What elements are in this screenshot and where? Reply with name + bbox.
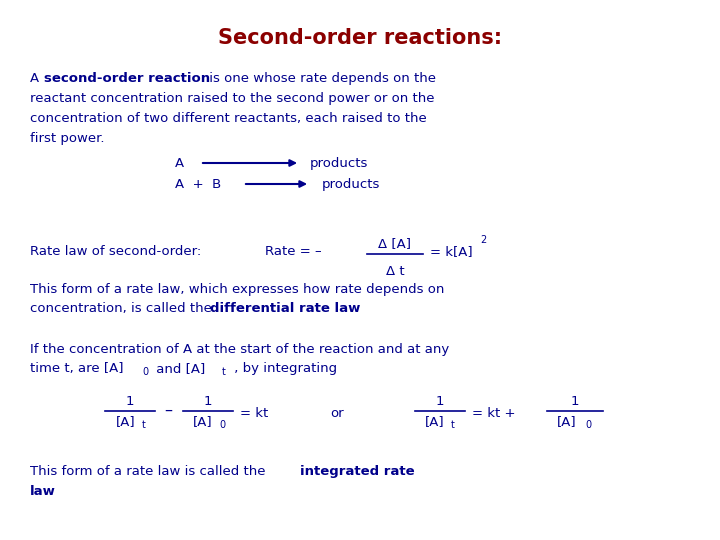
Text: Second-order reactions:: Second-order reactions: <box>218 28 502 48</box>
Text: second-order reaction: second-order reaction <box>44 72 210 85</box>
Text: products: products <box>322 178 380 191</box>
Text: = kt +: = kt + <box>472 407 516 420</box>
Text: t: t <box>451 420 455 430</box>
Text: 0: 0 <box>585 420 591 430</box>
Text: and [A]: and [A] <box>152 362 205 375</box>
Text: = k[A]: = k[A] <box>430 245 472 258</box>
Text: A  +  B: A + B <box>175 178 221 191</box>
Text: = kt: = kt <box>240 407 269 420</box>
Text: [A]: [A] <box>557 415 577 428</box>
Text: time t, are [A]: time t, are [A] <box>30 362 124 375</box>
Text: concentration, is called the: concentration, is called the <box>30 302 216 315</box>
Text: or: or <box>330 407 343 420</box>
Text: 1: 1 <box>126 395 134 408</box>
Text: products: products <box>310 157 369 170</box>
Text: This form of a rate law is called the: This form of a rate law is called the <box>30 465 270 478</box>
Text: 2: 2 <box>480 235 486 245</box>
Text: is one whose rate depends on the: is one whose rate depends on the <box>205 72 436 85</box>
Text: [A]: [A] <box>193 415 212 428</box>
Text: A: A <box>175 157 184 170</box>
Text: Δ [A]: Δ [A] <box>379 237 412 250</box>
Text: 1: 1 <box>204 395 212 408</box>
Text: integrated rate: integrated rate <box>300 465 415 478</box>
Text: Rate law of second-order:: Rate law of second-order: <box>30 245 202 258</box>
Text: Rate = –: Rate = – <box>265 245 322 258</box>
Text: , by integrating: , by integrating <box>230 362 337 375</box>
Text: t: t <box>142 420 146 430</box>
Text: 1: 1 <box>571 395 580 408</box>
Text: Δ t: Δ t <box>386 265 405 278</box>
Text: 1: 1 <box>436 395 444 408</box>
Text: t: t <box>222 367 226 377</box>
Text: 0: 0 <box>142 367 148 377</box>
Text: –: – <box>164 403 172 418</box>
Text: 0: 0 <box>219 420 225 430</box>
Text: [A]: [A] <box>425 415 445 428</box>
Text: law: law <box>30 485 56 498</box>
Text: A: A <box>30 72 43 85</box>
Text: differential rate law: differential rate law <box>210 302 361 315</box>
Text: [A]: [A] <box>116 415 135 428</box>
Text: first power.: first power. <box>30 132 104 145</box>
Text: This form of a rate law, which expresses how rate depends on: This form of a rate law, which expresses… <box>30 283 444 296</box>
Text: concentration of two different reactants, each raised to the: concentration of two different reactants… <box>30 112 427 125</box>
Text: If the concentration of A at the start of the reaction and at any: If the concentration of A at the start o… <box>30 343 449 356</box>
Text: reactant concentration raised to the second power or on the: reactant concentration raised to the sec… <box>30 92 434 105</box>
